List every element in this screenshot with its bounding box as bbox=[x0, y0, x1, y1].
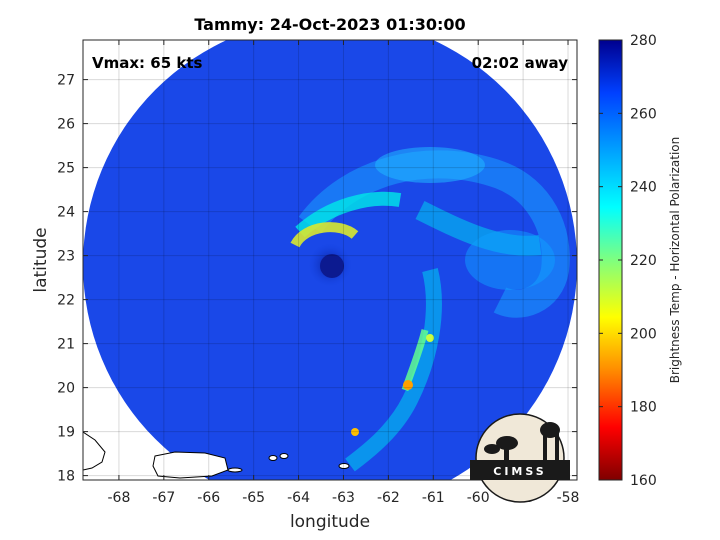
y-tick-label: 24 bbox=[57, 205, 75, 221]
y-tick-label: 25 bbox=[57, 161, 75, 177]
convective-cell bbox=[403, 380, 413, 390]
x-tick-label: -62 bbox=[377, 490, 400, 506]
y-tick-label: 18 bbox=[57, 469, 75, 485]
x-tick-label: -63 bbox=[332, 490, 355, 506]
x-tick-label: -66 bbox=[197, 490, 220, 506]
time-away-label: 02:02 away bbox=[472, 54, 569, 72]
colorbar-label: Brightness Temp - Horizontal Polarizatio… bbox=[668, 137, 682, 384]
rainband-far-east bbox=[465, 230, 555, 290]
colorbar-tick-label: 260 bbox=[630, 106, 657, 122]
convective-cell bbox=[351, 428, 359, 436]
x-tick-label: -68 bbox=[107, 490, 130, 506]
vieques-outline bbox=[227, 467, 243, 473]
x-tick-label: -67 bbox=[152, 490, 175, 506]
chart-title: Tammy: 24-Oct-2023 01:30:00 bbox=[194, 15, 465, 34]
y-axis-ticks: 18 19 20 21 22 23 24 25 26 27 bbox=[57, 73, 577, 485]
rainband-south bbox=[345, 268, 442, 472]
anguilla-outline bbox=[338, 463, 350, 469]
convective-cell bbox=[426, 334, 434, 342]
rainband-north bbox=[295, 191, 402, 238]
colorbar-tick-label: 180 bbox=[630, 400, 657, 416]
cimss-logo: CIMSS bbox=[470, 413, 570, 503]
colorbar-tick-label: 200 bbox=[630, 326, 657, 342]
vmax-label: Vmax: 65 kts bbox=[92, 54, 202, 72]
y-tick-label: 23 bbox=[57, 249, 75, 265]
hispaniola-outline bbox=[83, 431, 106, 471]
x-tick-label: -60 bbox=[467, 490, 490, 506]
rainband-northeast bbox=[375, 147, 485, 183]
logo-text: CIMSS bbox=[493, 465, 546, 478]
virgin-islands-outline bbox=[279, 453, 289, 459]
colorbar-tick-label: 280 bbox=[630, 33, 657, 49]
x-tick-label: -61 bbox=[422, 490, 445, 506]
x-tick-label: -64 bbox=[287, 490, 310, 506]
x-axis-ticks: -68-67-66-65-64-63-62-61-60-59-58 bbox=[107, 40, 579, 506]
virgin-islands-outline bbox=[268, 455, 278, 461]
x-axis-label: longitude bbox=[290, 512, 370, 532]
axes-box bbox=[82, 39, 578, 481]
y-tick-label: 21 bbox=[57, 337, 75, 353]
y-tick-label: 26 bbox=[57, 117, 75, 133]
x-tick-label: -58 bbox=[557, 490, 580, 506]
hurricane-eye-core bbox=[320, 254, 344, 278]
y-tick-label: 19 bbox=[57, 425, 75, 441]
y-tick-label: 22 bbox=[57, 293, 75, 309]
colorbar-tick-label: 160 bbox=[630, 473, 657, 489]
y-axis-label: latitude bbox=[31, 227, 51, 292]
grid bbox=[83, 40, 577, 480]
y-tick-label: 27 bbox=[57, 73, 75, 89]
colorbar-tick-label: 220 bbox=[630, 253, 657, 269]
eyewall bbox=[290, 222, 359, 248]
y-tick-label: 20 bbox=[57, 381, 75, 397]
rainband-outer bbox=[298, 150, 570, 318]
puerto-rico-outline bbox=[152, 451, 229, 479]
x-tick-label: -65 bbox=[242, 490, 265, 506]
colorbar-ticks: 160 180 200 220 240 260 280 bbox=[599, 33, 657, 489]
microwave-swath bbox=[83, 40, 577, 480]
colorbar-tick-label: 240 bbox=[630, 180, 657, 196]
